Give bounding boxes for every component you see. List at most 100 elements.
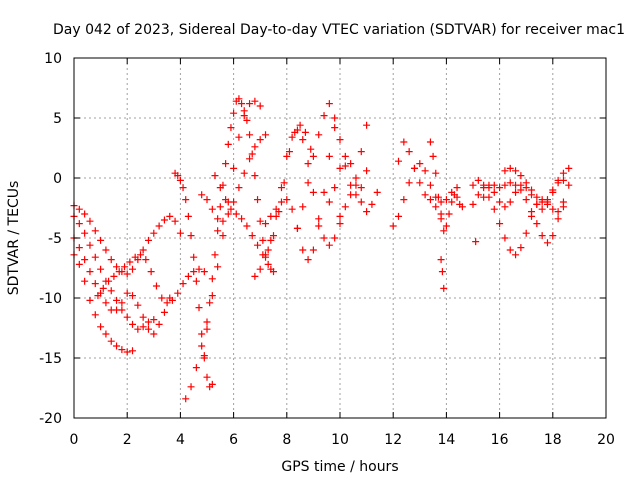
grid xyxy=(74,58,606,418)
data-point xyxy=(97,265,105,273)
data-point xyxy=(496,198,504,206)
data-point xyxy=(150,330,158,338)
data-point xyxy=(506,179,514,187)
data-point xyxy=(129,265,137,273)
data-point xyxy=(490,181,498,189)
data-point xyxy=(538,232,546,240)
data-point xyxy=(144,318,152,326)
data-point xyxy=(102,330,110,338)
data-point xyxy=(256,136,264,144)
data-points xyxy=(70,95,573,403)
data-point xyxy=(307,145,315,153)
data-point xyxy=(129,347,137,355)
data-point xyxy=(565,181,573,189)
series-sat-s xyxy=(437,256,448,292)
data-point xyxy=(267,236,275,244)
data-point xyxy=(517,186,525,194)
data-point xyxy=(554,208,562,216)
data-point xyxy=(496,184,504,192)
data-point xyxy=(243,116,251,124)
data-point xyxy=(426,181,434,189)
series-sat-x xyxy=(472,238,480,246)
data-point xyxy=(336,220,344,228)
data-point xyxy=(214,215,222,223)
data-point xyxy=(373,188,381,196)
data-point xyxy=(203,373,211,381)
data-point xyxy=(496,220,504,228)
data-point xyxy=(139,313,147,321)
x-tick-label: 6 xyxy=(229,432,238,448)
x-tick-label: 18 xyxy=(544,432,562,448)
data-point xyxy=(115,268,123,276)
series-sat-o xyxy=(336,121,371,220)
data-point xyxy=(75,205,83,213)
data-point xyxy=(81,277,89,285)
data-point xyxy=(174,289,182,297)
data-point xyxy=(126,258,134,266)
x-tick-label: 4 xyxy=(176,432,185,448)
series-sat-n xyxy=(325,152,381,216)
y-tick-label: -20 xyxy=(39,411,62,427)
data-point xyxy=(453,193,461,201)
data-point xyxy=(400,138,408,146)
data-point xyxy=(368,200,376,208)
data-point xyxy=(256,265,264,273)
data-point xyxy=(182,196,190,204)
data-point xyxy=(357,198,365,206)
data-point xyxy=(259,236,267,244)
data-point xyxy=(203,196,211,204)
data-point xyxy=(445,210,453,218)
data-point xyxy=(214,263,222,271)
x-tick-label: 0 xyxy=(70,432,79,448)
data-point xyxy=(528,186,536,194)
data-point xyxy=(235,95,243,103)
y-tick-label: -10 xyxy=(39,291,62,307)
data-point xyxy=(211,251,219,259)
data-point xyxy=(174,172,182,180)
data-point xyxy=(506,198,514,206)
data-point xyxy=(105,277,113,285)
data-point xyxy=(474,176,482,184)
data-point xyxy=(363,167,371,175)
data-point xyxy=(206,299,214,307)
data-point xyxy=(158,294,166,302)
data-point xyxy=(517,172,525,180)
data-point xyxy=(144,325,152,333)
data-point xyxy=(469,200,477,208)
data-point xyxy=(341,152,349,160)
data-point xyxy=(134,301,142,309)
data-point xyxy=(238,100,246,108)
data-point xyxy=(81,256,89,264)
data-point xyxy=(198,330,206,338)
data-point xyxy=(222,196,230,204)
data-point xyxy=(320,112,328,120)
data-point xyxy=(432,203,440,211)
series-sat-d xyxy=(70,251,137,356)
data-point xyxy=(336,164,344,172)
data-point xyxy=(304,179,312,187)
x-tick-label: 8 xyxy=(282,432,291,448)
data-point xyxy=(309,188,317,196)
data-point xyxy=(163,299,171,307)
data-point xyxy=(147,268,155,276)
series-sat-l xyxy=(262,124,339,264)
data-point xyxy=(91,311,99,319)
series-sat-r xyxy=(426,138,466,235)
data-point xyxy=(395,212,403,220)
data-point xyxy=(421,167,429,175)
y-axis-label: SDTVAR / TECUs xyxy=(6,181,22,296)
data-point xyxy=(97,236,105,244)
series-sat-m xyxy=(293,100,371,232)
data-point xyxy=(331,234,339,242)
data-point xyxy=(142,256,150,264)
data-point xyxy=(440,284,448,292)
series-sat-g xyxy=(182,97,264,403)
data-point xyxy=(150,316,158,324)
data-point xyxy=(315,222,323,230)
data-point xyxy=(325,241,333,249)
x-tick-label: 10 xyxy=(331,432,349,448)
data-point xyxy=(522,229,530,237)
data-point xyxy=(288,205,296,213)
data-point xyxy=(86,268,94,276)
